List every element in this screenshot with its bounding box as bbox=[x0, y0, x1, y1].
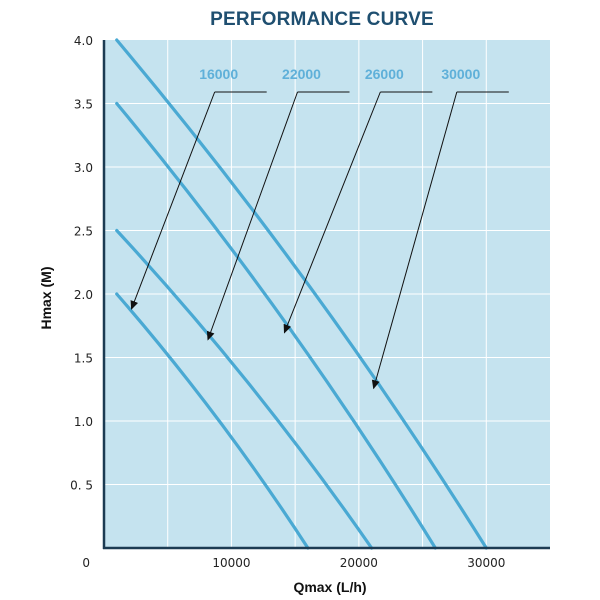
y-tick-label: 2.5 bbox=[74, 225, 93, 239]
x-tick-label: 10000 bbox=[212, 556, 250, 570]
series-curve-30000 bbox=[115, 38, 488, 550]
series-layer bbox=[115, 38, 488, 550]
x-tick-label: 30000 bbox=[467, 556, 505, 570]
series-labels: 16000 22000 26000 30000 bbox=[130, 66, 509, 390]
axes bbox=[102, 40, 550, 550]
x-tick-label: 20000 bbox=[340, 556, 378, 570]
series-label-26000: 26000 bbox=[365, 66, 404, 82]
series-label-16000: 16000 bbox=[199, 66, 238, 82]
x-tick-label: 0 bbox=[82, 556, 90, 570]
series-label-arrow bbox=[371, 91, 458, 390]
y-tick-label: 4.0 bbox=[74, 34, 93, 48]
y-tick-label: 0. 5 bbox=[70, 479, 93, 493]
grid bbox=[104, 40, 550, 548]
y-tick-label: 3.5 bbox=[74, 98, 93, 112]
chart-title: PERFORMANCE CURVE bbox=[210, 9, 434, 30]
series-label-30000: 30000 bbox=[441, 66, 480, 82]
y-axis-title: Hmax (M) bbox=[38, 266, 54, 329]
tick-labels: 0. 5 1.0 1.5 2.0 2.5 3.0 3.5 4.0 0 10000 20000 3000… bbox=[70, 34, 505, 570]
series-label-arrow bbox=[283, 91, 381, 334]
y-tick-label: 3.0 bbox=[74, 161, 93, 175]
series-curve-22000 bbox=[115, 228, 374, 550]
y-tick-label: 2.0 bbox=[74, 288, 93, 302]
x-axis-title: Qmax (L/h) bbox=[293, 579, 366, 595]
series-label-arrow bbox=[130, 91, 216, 310]
y-tick-label: 1.0 bbox=[74, 415, 93, 429]
series-curve-26000 bbox=[115, 101, 437, 550]
series-curve-16000 bbox=[115, 292, 310, 550]
series-label-arrow bbox=[206, 91, 298, 341]
y-tick-label: 1.5 bbox=[74, 352, 93, 366]
series-label-22000: 22000 bbox=[282, 66, 321, 82]
